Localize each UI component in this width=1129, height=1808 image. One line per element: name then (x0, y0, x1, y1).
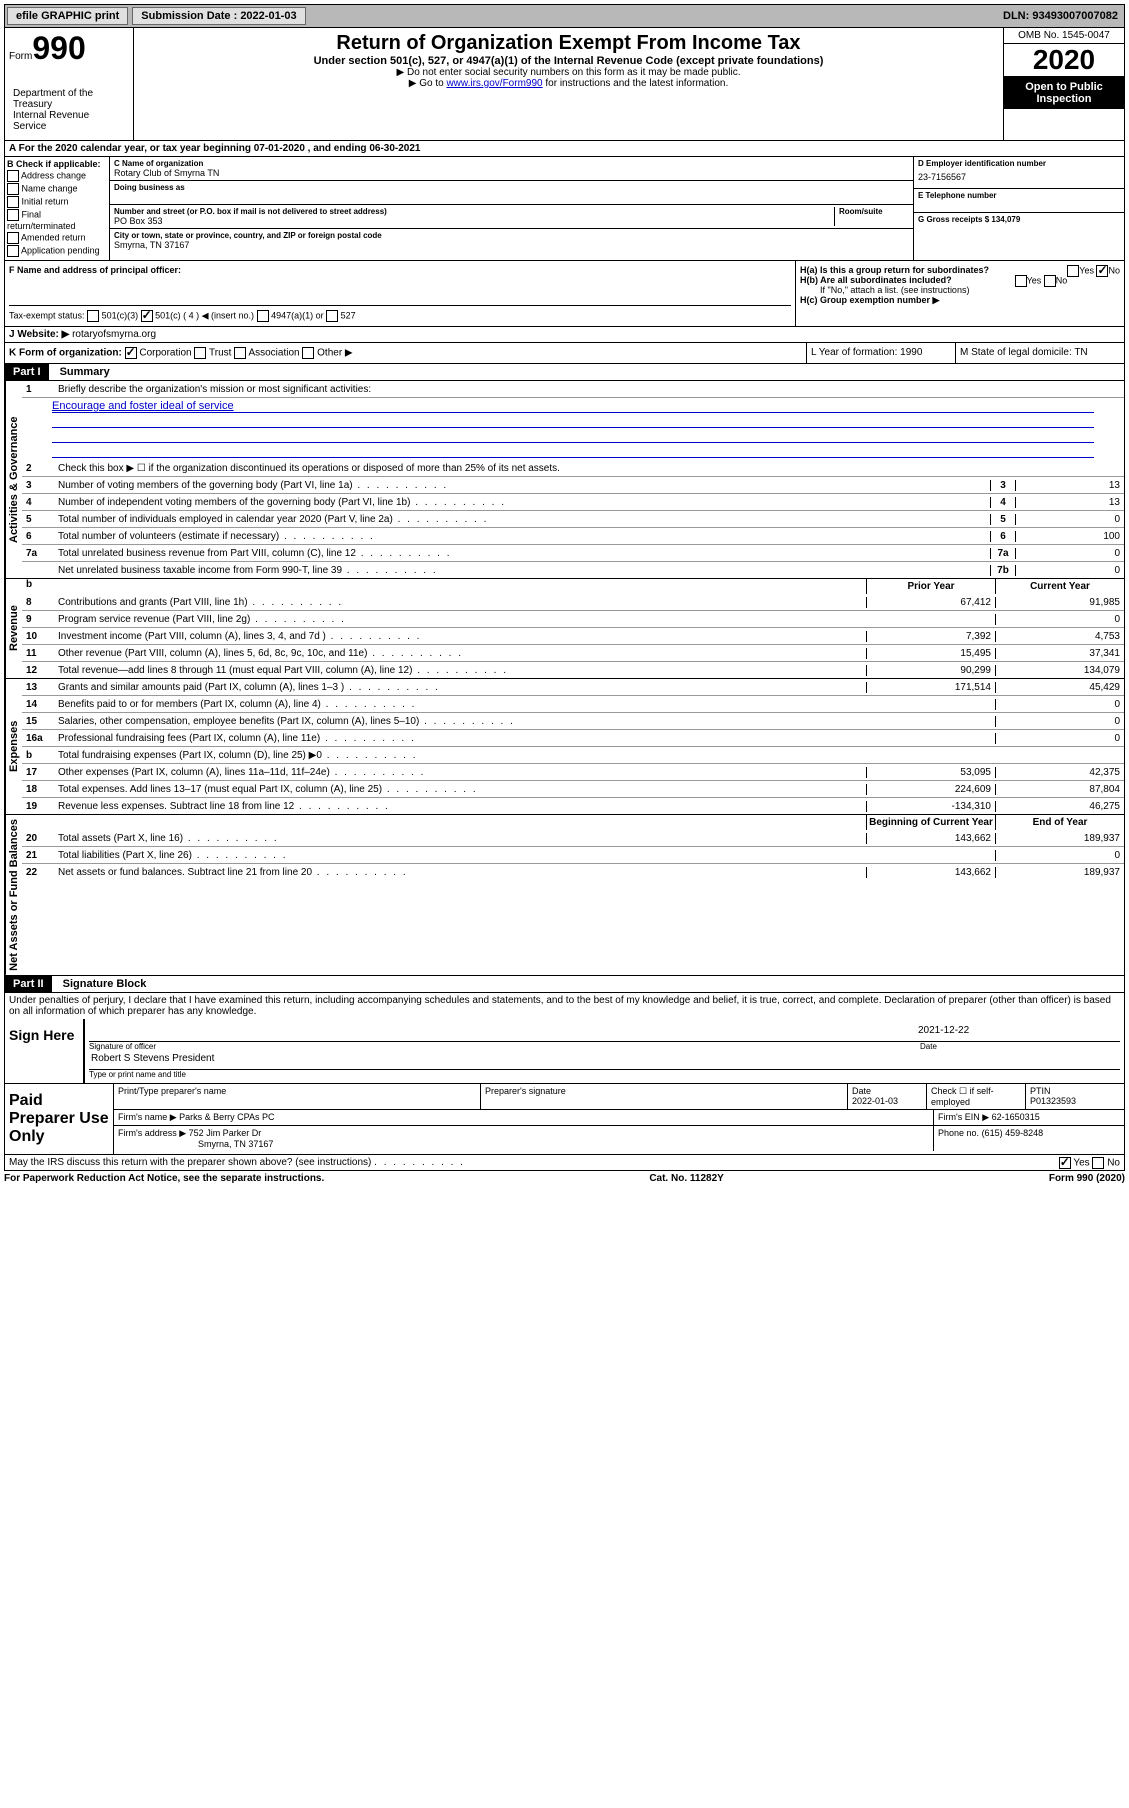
table-row: 4Number of independent voting members of… (22, 494, 1124, 511)
revenue-section: Revenue b Prior Year Current Year 8Contr… (4, 579, 1125, 679)
row-a: A For the 2020 calendar year, or tax yea… (4, 141, 1125, 157)
chk-501c[interactable] (141, 310, 153, 322)
chk-name[interactable]: Name change (7, 183, 107, 195)
sign-here-label: Sign Here (5, 1019, 83, 1083)
chk-no[interactable] (1092, 1157, 1104, 1169)
form-header: Form990 Department of the Treasury Inter… (4, 28, 1125, 141)
side-netassets: Net Assets or Fund Balances (5, 815, 22, 975)
ein: 23-7156567 (918, 168, 1120, 186)
declaration: Under penalties of perjury, I declare th… (5, 993, 1124, 1019)
governance-section: Activities & Governance 1Briefly describ… (4, 381, 1125, 579)
table-row: 7aTotal unrelated business revenue from … (22, 545, 1124, 562)
gross-receipts: G Gross receipts $ 134,079 (918, 215, 1120, 224)
open-public: Open to Public Inspection (1004, 77, 1124, 109)
chk-501c3[interactable] (87, 310, 99, 322)
firm-name: Parks & Berry CPAs PC (179, 1112, 274, 1122)
table-row: 8Contributions and grants (Part VIII, li… (22, 594, 1124, 611)
table-row: 15Salaries, other compensation, employee… (22, 713, 1124, 730)
chk-other[interactable] (302, 347, 314, 359)
part1-header: Part I Summary (4, 364, 1125, 381)
part2-header: Part II Signature Block (4, 976, 1125, 993)
irs-link[interactable]: www.irs.gov/Form990 (446, 78, 542, 89)
section-identity: B Check if applicable: Address change Na… (4, 157, 1125, 261)
expenses-section: Expenses 13Grants and similar amounts pa… (4, 679, 1125, 815)
col-d: D Employer identification number 23-7156… (913, 157, 1124, 260)
paid-preparer-label: Paid Preparer Use Only (5, 1084, 113, 1154)
officer-name: Robert S Stevens President (89, 1051, 1120, 1070)
year-formation: L Year of formation: 1990 (806, 343, 955, 363)
chk-527[interactable] (326, 310, 338, 322)
self-employed: Check ☐ if self-employed (927, 1084, 1026, 1109)
table-row: 11Other revenue (Part VIII, column (A), … (22, 645, 1124, 662)
tax-year: 2020 (1004, 44, 1124, 77)
prep-date: 2022-01-03 (852, 1096, 922, 1106)
table-row: 22Net assets or fund balances. Subtract … (22, 864, 1124, 880)
footer: For Paperwork Reduction Act Notice, see … (4, 1171, 1125, 1186)
form-subtitle: Under section 501(c), 527, or 4947(a)(1)… (138, 55, 999, 67)
header-right: OMB No. 1545-0047 2020 Open to Public In… (1003, 28, 1124, 140)
sig-date: 2021-12-22 (918, 1025, 1118, 1039)
header-center: Return of Organization Exempt From Incom… (134, 28, 1003, 140)
signature-section: Under penalties of perjury, I declare th… (4, 993, 1125, 1084)
note1: ▶ Do not enter social security numbers o… (138, 67, 999, 78)
table-row: 17Other expenses (Part IX, column (A), l… (22, 764, 1124, 781)
row-f: F Name and address of principal officer:… (4, 261, 1125, 327)
row-k: K Form of organization: Corporation Trus… (4, 343, 1125, 364)
side-governance: Activities & Governance (5, 381, 22, 578)
org-name: Rotary Club of Smyrna TN (114, 168, 909, 178)
chk-trust[interactable] (194, 347, 206, 359)
table-row: 14Benefits paid to or for members (Part … (22, 696, 1124, 713)
chk-final[interactable]: Final return/terminated (7, 209, 107, 231)
chk-corp[interactable] (125, 347, 137, 359)
table-row: Net unrelated business taxable income fr… (22, 562, 1124, 578)
table-row: bTotal fundraising expenses (Part IX, co… (22, 747, 1124, 764)
chk-assoc[interactable] (234, 347, 246, 359)
firm-phone: (615) 459-8248 (982, 1128, 1044, 1138)
org-address: PO Box 353 (114, 216, 834, 226)
side-expenses: Expenses (5, 679, 22, 814)
col-c: C Name of organization Rotary Club of Sm… (110, 157, 913, 260)
submission-btn[interactable]: Submission Date : 2022-01-03 (132, 7, 305, 25)
chk-initial[interactable]: Initial return (7, 196, 107, 208)
table-row: 19Revenue less expenses. Subtract line 1… (22, 798, 1124, 814)
dln-label: DLN: 93493007007082 (999, 10, 1122, 22)
table-row: 9Program service revenue (Part VIII, lin… (22, 611, 1124, 628)
mission: Encourage and foster ideal of service (52, 400, 234, 412)
chk-address[interactable]: Address change (7, 170, 107, 182)
row-j: J Website: ▶ rotaryofsmyrna.org (4, 327, 1125, 343)
org-city: Smyrna, TN 37167 (114, 240, 909, 250)
table-row: 10Investment income (Part VIII, column (… (22, 628, 1124, 645)
chk-amended[interactable]: Amended return (7, 232, 107, 244)
form-number-box: Form990 Department of the Treasury Inter… (5, 28, 134, 140)
table-row: 13Grants and similar amounts paid (Part … (22, 679, 1124, 696)
chk-pending[interactable]: Application pending (7, 245, 107, 257)
state-domicile: M State of legal domicile: TN (955, 343, 1124, 363)
omb: OMB No. 1545-0047 (1004, 28, 1124, 44)
ptin: P01323593 (1030, 1096, 1120, 1106)
dept-label: Department of the Treasury Internal Reve… (9, 84, 129, 136)
preparer-section: Paid Preparer Use Only Print/Type prepar… (4, 1084, 1125, 1155)
website: rotaryofsmyrna.org (72, 329, 156, 340)
netassets-section: Net Assets or Fund Balances Beginning of… (4, 815, 1125, 976)
table-row: 5Total number of individuals employed in… (22, 511, 1124, 528)
may-irs-row: May the IRS discuss this return with the… (4, 1155, 1125, 1171)
table-row: 21Total liabilities (Part X, line 26)0 (22, 847, 1124, 864)
form-title: Return of Organization Exempt From Incom… (138, 32, 999, 55)
firm-ein: 62-1650315 (992, 1112, 1040, 1122)
table-row: 16aProfessional fundraising fees (Part I… (22, 730, 1124, 747)
chk-4947[interactable] (257, 310, 269, 322)
chk-yes[interactable] (1059, 1157, 1071, 1169)
table-row: 12Total revenue—add lines 8 through 11 (… (22, 662, 1124, 678)
firm-addr: 752 Jim Parker Dr (189, 1128, 262, 1138)
table-row: 6Total number of volunteers (estimate if… (22, 528, 1124, 545)
note2: ▶ Go to www.irs.gov/Form990 for instruct… (138, 78, 999, 89)
col-b: B Check if applicable: Address change Na… (5, 157, 110, 260)
table-row: 3Number of voting members of the governi… (22, 477, 1124, 494)
side-revenue: Revenue (5, 579, 22, 678)
table-row: 18Total expenses. Add lines 13–17 (must … (22, 781, 1124, 798)
efile-btn[interactable]: efile GRAPHIC print (7, 7, 128, 25)
table-row: 20Total assets (Part X, line 16)143,6621… (22, 830, 1124, 847)
top-bar: efile GRAPHIC print Submission Date : 20… (4, 4, 1125, 28)
